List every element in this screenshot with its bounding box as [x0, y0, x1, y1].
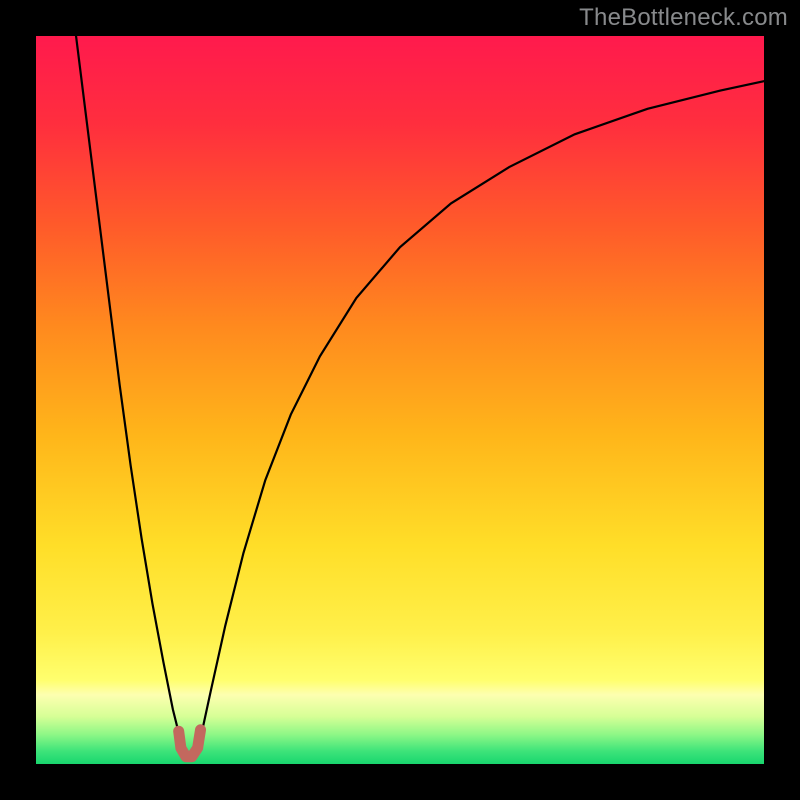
gradient-background	[36, 36, 764, 764]
watermark-text: TheBottleneck.com	[579, 4, 788, 32]
bottleneck-curve-chart	[36, 36, 764, 764]
plot-area	[36, 36, 764, 764]
chart-frame: TheBottleneck.com	[0, 0, 800, 800]
